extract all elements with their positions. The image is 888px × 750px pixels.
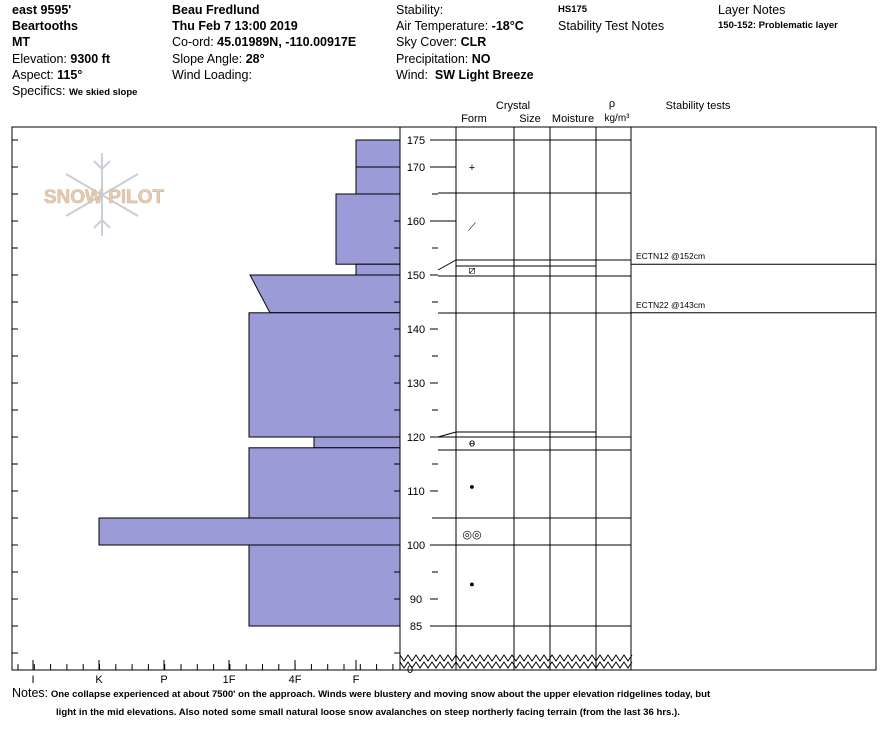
height-zero-label: 0: [407, 664, 413, 676]
height-tick-label: 150: [407, 270, 425, 282]
elevation-row: Elevation: 9300 ft: [12, 51, 110, 66]
snowflake-icon: [65, 153, 139, 236]
height-tick-label: 175: [407, 135, 425, 147]
air-temp-value: -18°C: [491, 19, 524, 34]
precip-row: Precipitation: NO: [396, 51, 491, 66]
grain-form-symbol: ɵ: [469, 437, 475, 449]
profile-frame: [399, 126, 877, 671]
hardness-tick-label: K: [95, 674, 103, 686]
height-tick-label: 110: [407, 486, 425, 498]
hardness-bars: [98, 139, 401, 627]
location-text: east 9595': [12, 3, 72, 17]
height-tick-label: 90: [410, 594, 422, 606]
stability-test-label: ECTN22 @143cm: [636, 300, 705, 310]
hardness-bar: [355, 166, 401, 195]
layer-note-text: 150-152: Problematic layer: [718, 20, 838, 32]
state-text: MT: [12, 35, 31, 50]
notes-label: Notes:: [12, 686, 49, 700]
hardness-bar: [98, 517, 401, 546]
size-header: Size: [519, 113, 540, 125]
hardness-bar: [248, 447, 401, 519]
hardness-bar: [248, 312, 401, 438]
grain-form-symbol: +: [469, 162, 475, 174]
break-zigzag-bottom: [399, 661, 633, 669]
precip-value: NO: [471, 51, 491, 66]
stability-test-notes-label: Stability Test Notes: [558, 19, 665, 34]
density-unit-header: kg/m³: [605, 113, 631, 124]
notes-line-1: One collapse experienced at about 7500' …: [50, 689, 711, 700]
coord-row: Co-ord: 45.01989N, -110.00917E: [172, 35, 357, 50]
header-observer-info: Beau Fredlund Thu Feb 7 13:00 2019 Co-or…: [172, 2, 356, 83]
header-weather-info: Stability: Air Temperature: -18°C Sky Co…: [396, 2, 534, 83]
slope-value: 28°: [245, 51, 265, 66]
sky-value: CLR: [460, 35, 487, 50]
notes-line-2: light in the mid elevations. Also noted …: [56, 707, 680, 718]
form-header: Form: [461, 113, 487, 125]
break-zigzag-top: [399, 654, 633, 662]
rho-header: ρ: [609, 98, 615, 110]
sky-row: Sky Cover: CLR: [396, 35, 487, 50]
hardness-bar: [249, 274, 401, 314]
grain-form-symbol: ●: [469, 579, 474, 589]
aspect-row: Aspect: 115°: [12, 67, 83, 82]
slope-row: Slope Angle: 28°: [172, 51, 265, 66]
height-tick-label: 160: [407, 216, 425, 228]
hardness-tick-label: I: [31, 674, 34, 686]
snowpilot-logo: SNOW PILOT: [44, 153, 165, 236]
hs-value: HS175: [558, 4, 588, 15]
grain-form-symbol: ●: [469, 482, 474, 492]
obs-datetime: Thu Feb 7 13:00 2019: [172, 19, 298, 34]
stability-test-label: ECTN12 @152cm: [636, 251, 705, 261]
height-tick-label: 170: [407, 162, 425, 174]
hardness-bar: [355, 139, 401, 168]
crystal-header: Crystal: [496, 100, 530, 112]
hardness-bar: [335, 193, 401, 265]
specifics-value: We skied slope: [68, 87, 138, 99]
height-tick-label: 85: [410, 621, 422, 633]
height-tick-label: 100: [407, 540, 425, 552]
moisture-header: Moisture: [552, 113, 594, 125]
hardness-tick-label: P: [160, 674, 167, 686]
stability-tests-header: Stability tests: [666, 100, 731, 112]
height-tick-label: 140: [407, 324, 425, 336]
layer-notes-label: Layer Notes: [718, 3, 786, 17]
wind-value: SW Light Breeze: [434, 67, 534, 82]
specifics-row: Specifics: We skied slope: [12, 84, 138, 99]
snowpilot-logo-text: SNOW PILOT: [44, 187, 165, 208]
profile-marks: + ⟋ ⧄ ɵ ● ◎◎ ● ECTN12 @152cm ECTN22 @143cm: [462, 162, 876, 589]
profile-grid: I K P 1F 4F F 175 170 160 150 140 130 120 110 100 90 85 0: [11, 126, 877, 686]
height-connector: [437, 259, 457, 271]
hardness-bar: [248, 544, 401, 627]
hardness-bar: [313, 436, 401, 449]
range-text: Beartooths: [12, 19, 78, 34]
grain-form-symbol: ⟋: [468, 221, 476, 233]
grain-form-symbol: ⧄: [469, 265, 476, 277]
air-temp-row: Air Temperature: -18°C: [396, 19, 524, 34]
hardness-tick-label: 1F: [223, 674, 236, 686]
notes-block: Notes: One collapse experienced at about…: [12, 684, 878, 722]
height-tick-label: 120: [407, 432, 425, 444]
elevation-value: 9300 ft: [70, 51, 110, 66]
grain-form-symbol: ◎◎: [462, 529, 481, 541]
header-site-info: east 9595' Beartooths MT Elevation: 9300…: [12, 2, 137, 101]
hardness-tick-label: 4F: [289, 674, 302, 686]
aspect-value: 115°: [57, 67, 83, 82]
wind-row: Wind: SW Light Breeze: [396, 67, 534, 82]
header-test-info: HS175 Stability Test Notes: [558, 2, 664, 34]
stability-label: Stability:: [396, 3, 444, 17]
height-connector: [437, 431, 457, 438]
height-tick-label: 130: [407, 378, 425, 390]
hardness-bar: [355, 263, 401, 276]
wind-loading-row: Wind Loading:: [172, 67, 252, 82]
observer-name: Beau Fredlund: [172, 3, 260, 17]
hardness-tick-label: F: [353, 674, 360, 686]
coord-value: 45.01989N, -110.00917E: [217, 35, 357, 50]
header-layer-notes: Layer Notes 150-152: Problematic layer: [718, 2, 838, 34]
